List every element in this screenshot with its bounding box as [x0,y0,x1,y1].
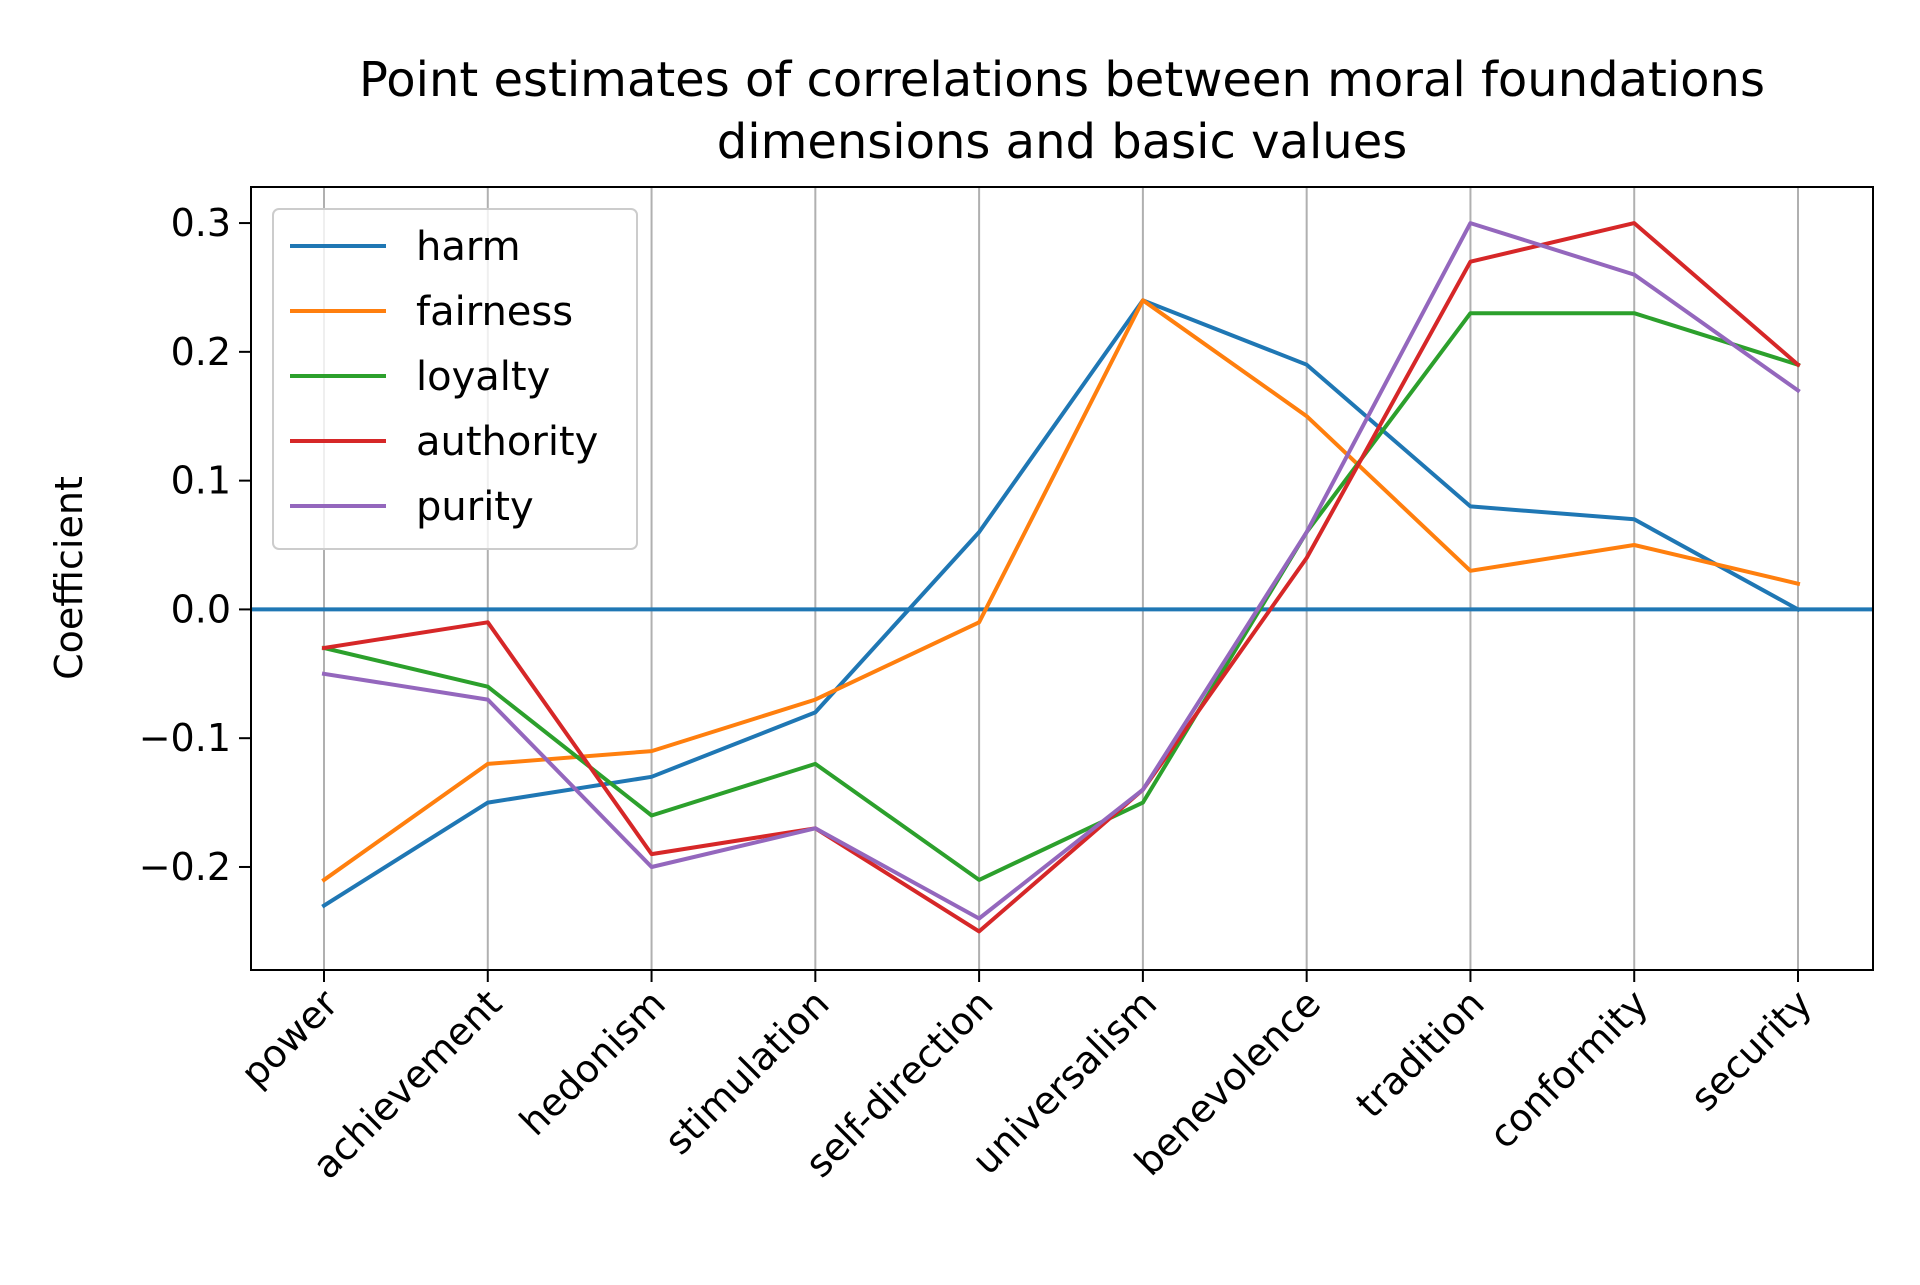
legend-label-authority: authority [416,419,598,465]
chart-title-line-2: dimensions and basic values [717,114,1407,170]
series-line-harm [321,298,1801,909]
plot-area-frame [250,186,1874,971]
y-tick-label: −0.1 [139,716,231,760]
series-line-loyalty [321,311,1801,882]
legend-label-harm: harm [416,224,521,270]
y-axis: −0.2 −0.1 0.0 0.1 0.2 0.3 [139,201,251,889]
y-axis-label: Coefficient [47,476,91,680]
y-tick-label: 0.1 [171,459,231,503]
legend-label-fairness: fairness [416,289,573,335]
legend: harm fairness loyalty authority purity [272,208,638,550]
y-tick-label: 0.3 [171,201,231,245]
y-tick-label: 0.2 [171,330,231,374]
series-line-fairness [321,298,1801,883]
y-tick-label: 0.0 [171,587,231,631]
y-tick-label: −0.2 [139,845,231,889]
series-lines [321,221,1801,934]
legend-label-loyalty: loyalty [416,354,550,400]
series-line-authority [321,221,1801,934]
legend-label-purity: purity [416,484,534,530]
series-line-purity [321,221,1801,921]
legend-frame [272,208,638,550]
chart-title-line-1: Point estimates of correlations between … [359,52,1765,108]
